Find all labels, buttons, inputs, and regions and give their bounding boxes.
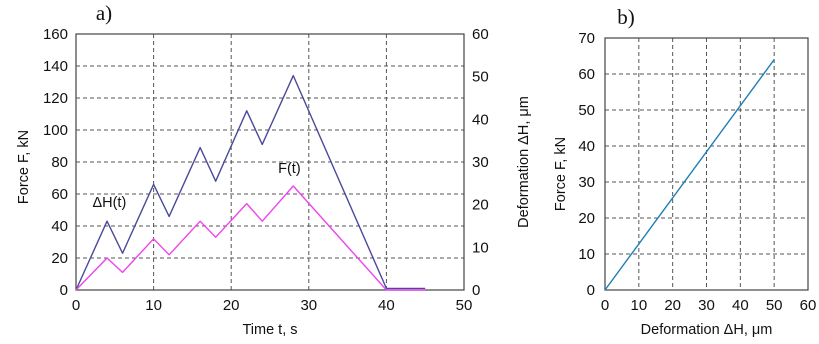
- x-axis-label: Deformation ΔH, μm: [641, 322, 773, 338]
- panel-label-b: b): [617, 5, 635, 29]
- series-annotation: ΔH(t): [92, 195, 126, 211]
- y-left-tick-label: 20: [51, 250, 68, 267]
- y-tick-label: 70: [578, 30, 595, 47]
- y-left-tick-label: 160: [43, 26, 68, 43]
- y-left-tick-label: 40: [51, 218, 68, 235]
- x-tick-label: 10: [145, 297, 162, 314]
- y-tick-label: 20: [578, 210, 595, 227]
- x-tick-label: 10: [630, 297, 647, 314]
- y-right-axis-label: Deformation ΔH, μm: [516, 96, 532, 228]
- y-right-tick-label: 20: [472, 197, 489, 214]
- y-right-tick-label: 40: [472, 111, 489, 128]
- y-right-tick-label: 10: [472, 239, 489, 256]
- x-tick-label: 40: [378, 297, 395, 314]
- y-axis-label: Force F, kN: [553, 137, 569, 211]
- y-tick-label: 50: [578, 102, 595, 119]
- x-tick-label: 20: [223, 297, 240, 314]
- y-left-tick-label: 140: [43, 58, 68, 75]
- y-tick-label: 30: [578, 174, 595, 191]
- y-tick-label: 60: [578, 66, 595, 83]
- x-axis-label: Time t, s: [242, 322, 297, 338]
- y-tick-label: 40: [578, 138, 595, 155]
- x-tick-label: 30: [698, 297, 715, 314]
- y-tick-label: 0: [587, 282, 595, 299]
- y-left-tick-label: 100: [43, 122, 68, 139]
- y-left-tick-label: 80: [51, 154, 68, 171]
- plot-frame: [75, 33, 465, 291]
- y-left-axis-label: Force F, kN: [16, 130, 32, 204]
- series-line-force: [75, 185, 426, 291]
- panel-b-chart: 0 10 20 30 40 50 60 0 10 20 30 40 50 60 70 Deformation …: [553, 5, 816, 338]
- x-tick-label: 60: [800, 297, 817, 314]
- series-line-force-vs-deformation: [604, 59, 775, 291]
- y-right-tick-label: 60: [472, 26, 489, 43]
- panel-a-chart: 0 10 20 30 40 5002040608010012014016001020304…: [16, 1, 532, 338]
- y-right-tick-label: 30: [472, 154, 489, 171]
- panel-label-a: a): [96, 1, 112, 25]
- y-right-tick-label: 0: [472, 282, 480, 299]
- y-left-tick-label: 0: [60, 282, 68, 299]
- x-tick-label: 0: [601, 297, 609, 314]
- x-tick-label: 50: [456, 297, 473, 314]
- x-tick-label: 30: [300, 297, 317, 314]
- x-tick-label: 40: [732, 297, 749, 314]
- y-left-tick-label: 120: [43, 90, 68, 107]
- plot-frame: [604, 37, 809, 291]
- y-tick-label: 10: [578, 246, 595, 263]
- series-line-deformation: [75, 74, 426, 291]
- x-tick-label: 0: [72, 297, 80, 314]
- x-tick-label: 50: [766, 297, 783, 314]
- y-left-tick-label: 60: [51, 186, 68, 203]
- series-annotation: F(t): [278, 161, 301, 177]
- y-right-tick-label: 50: [472, 69, 489, 86]
- x-tick-label: 20: [664, 297, 681, 314]
